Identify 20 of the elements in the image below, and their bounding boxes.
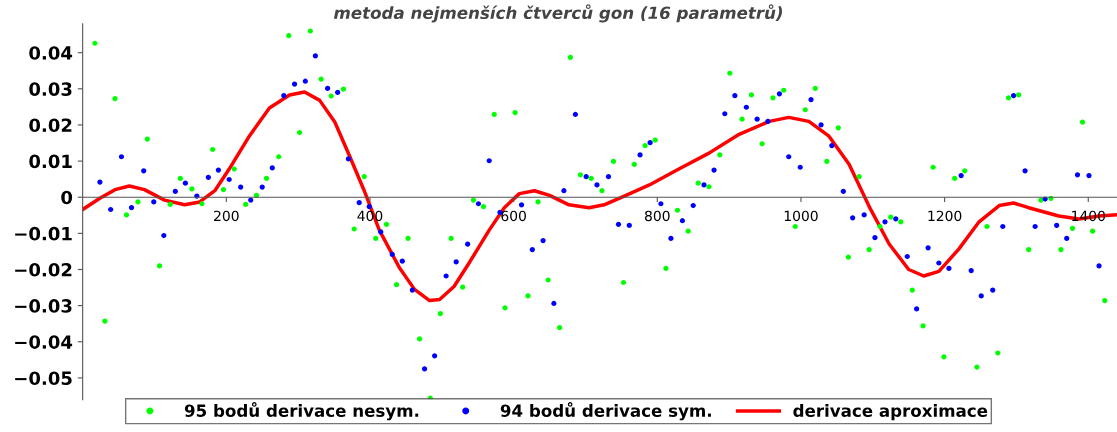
legend-label: 94 bodů derivace sym. bbox=[500, 402, 711, 421]
x-tick-label: 600 bbox=[501, 210, 526, 222]
chart-title: metoda nejmenších čtverců gon (16 parametrů) bbox=[333, 4, 782, 23]
legend-label: 95 bodů derivace nesym. bbox=[184, 402, 419, 421]
y-tick-label: 0.03 bbox=[29, 82, 72, 96]
x-tick-label: 1000 bbox=[784, 210, 818, 222]
x-tick-label: 200 bbox=[214, 210, 239, 222]
x-tick-label: 1200 bbox=[928, 210, 962, 222]
x-tick-label: 1400 bbox=[1072, 210, 1106, 222]
y-tick-label: 0.01 bbox=[29, 154, 72, 169]
y-tick-label: 0.04 bbox=[29, 46, 73, 60]
y-tick-label: −0.02 bbox=[15, 262, 72, 277]
y-tick-label: 0.02 bbox=[29, 118, 72, 133]
y-tick-label: −0.05 bbox=[15, 371, 72, 386]
x-tick-label: 800 bbox=[644, 210, 670, 222]
y-tick-label: −0.04 bbox=[15, 335, 73, 349]
y-tick-label: −0.01 bbox=[15, 226, 72, 241]
y-tick-label: −0.03 bbox=[15, 299, 72, 313]
y-tick-label: 0 bbox=[61, 190, 73, 205]
legend-label: derivace aproximace bbox=[793, 404, 988, 421]
